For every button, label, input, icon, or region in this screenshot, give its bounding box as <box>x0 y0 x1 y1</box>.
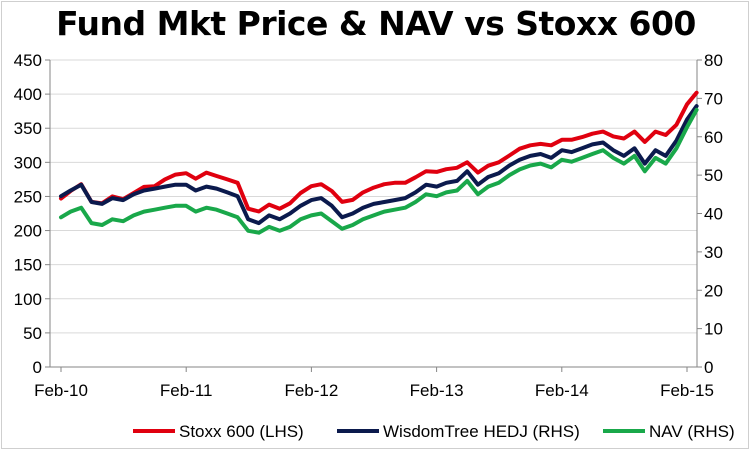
right-tick-label: 80 <box>704 51 723 70</box>
left-tick-label: 100 <box>14 290 42 309</box>
right-tick-label: 0 <box>704 358 713 377</box>
x-tick-label: Feb-15 <box>660 381 714 400</box>
left-tick-label: 450 <box>14 51 42 70</box>
series-line-2 <box>59 104 699 226</box>
right-tick-label: 70 <box>704 89 723 108</box>
legend-label: NAV (RHS) <box>649 422 735 441</box>
gridlines <box>50 59 697 334</box>
left-tick-label: 300 <box>14 153 42 172</box>
left-tick-label: 50 <box>23 324 42 343</box>
left-axis-tick-labels: 0 50 100 150 200 250 300 350 400 450 <box>14 51 50 377</box>
legend-label: WisdomTree HEDJ (RHS) <box>383 422 580 441</box>
x-tick-label: Feb-11 <box>160 381 213 400</box>
right-tick-label: 50 <box>704 166 723 185</box>
right-tick-label: 40 <box>704 205 723 224</box>
left-tick-label: 0 <box>33 358 42 377</box>
x-tick-label: Feb-10 <box>34 381 88 400</box>
x-tick-label: Feb-14 <box>535 381 589 400</box>
series-lines <box>59 90 699 235</box>
right-tick-label: 10 <box>704 320 723 339</box>
right-tick-label: 30 <box>704 243 723 262</box>
left-tick-label: 250 <box>14 187 42 206</box>
x-tick-label: Feb-12 <box>284 381 338 400</box>
right-tick-label: 20 <box>704 281 723 300</box>
series-line-3 <box>59 107 699 235</box>
chart-title: Fund Mkt Price & NAV vs Stoxx 600 <box>56 4 696 43</box>
legend-label: Stoxx 600 (LHS) <box>179 422 304 441</box>
x-axis-tick-labels: Feb-10 Feb-11 Feb-12 Feb-13 Feb-14 Feb-15 <box>34 367 714 400</box>
right-tick-label: 60 <box>704 128 723 147</box>
series-line-1 <box>59 90 699 214</box>
x-tick-label: Feb-13 <box>410 381 464 400</box>
right-axis-tick-labels: 0 10 20 30 40 50 60 70 80 <box>697 51 723 377</box>
legend: Stoxx 600 (LHS) WisdomTree HEDJ (RHS) NAV … <box>133 422 735 441</box>
left-tick-label: 150 <box>14 256 42 275</box>
left-tick-label: 200 <box>14 222 42 241</box>
left-tick-label: 350 <box>14 119 42 138</box>
left-tick-label: 400 <box>14 85 42 104</box>
